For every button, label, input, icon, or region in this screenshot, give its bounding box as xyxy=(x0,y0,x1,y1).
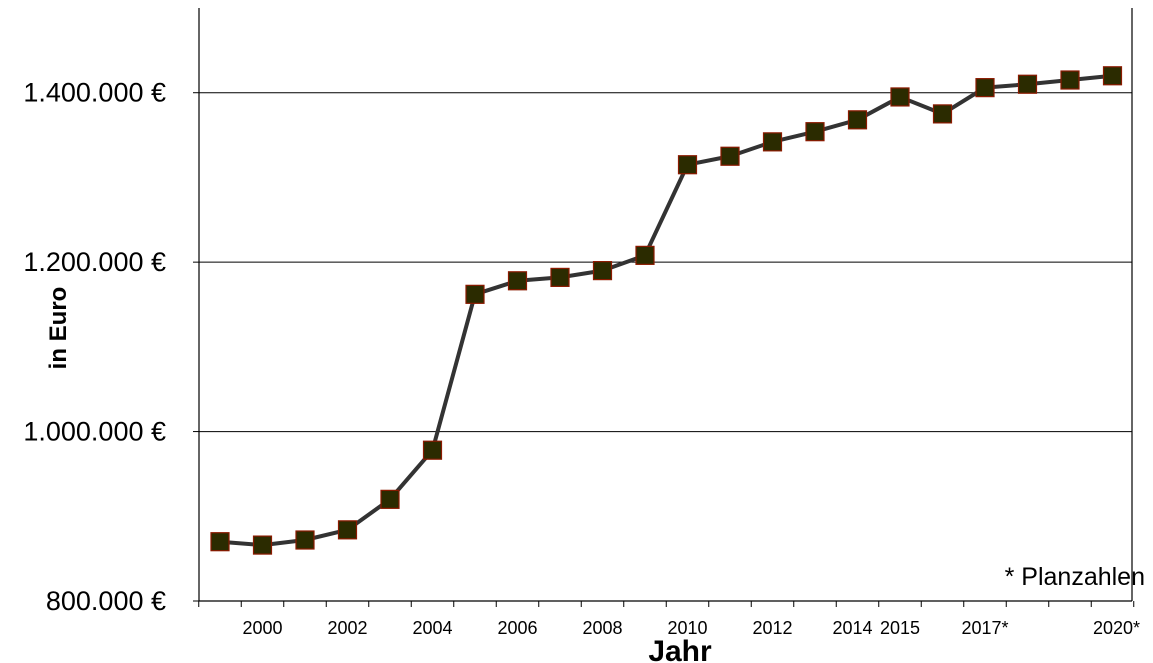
data-point xyxy=(295,530,315,550)
data-point xyxy=(252,535,273,555)
x-tick-label: 2000 xyxy=(242,618,282,638)
x-axis-ticks: 2000 2002 2004 2006 2008 2010 2012 2014 2015 2017… xyxy=(198,601,1140,638)
data-point xyxy=(1102,66,1123,86)
y-tick-label: 800.000 € xyxy=(46,586,166,616)
x-tick-label: 2008 xyxy=(582,618,622,638)
x-tick-label: 2004 xyxy=(412,618,452,638)
data-point xyxy=(422,440,443,460)
series xyxy=(210,66,1123,555)
x-tick-label: 2020* xyxy=(1093,618,1140,638)
series-line xyxy=(219,73,1113,548)
data-point xyxy=(465,284,485,304)
data-point xyxy=(762,132,783,152)
data-point xyxy=(890,87,910,107)
data-point xyxy=(805,122,825,142)
x-tick-label: 2010 xyxy=(667,618,707,638)
data-point xyxy=(1017,74,1038,94)
x-tick-label: 2006 xyxy=(497,618,537,638)
data-point xyxy=(932,104,953,124)
x-axis-title: Jahr xyxy=(648,635,712,663)
x-tick-label: 2012 xyxy=(752,618,792,638)
gridlines xyxy=(199,92,1132,433)
data-point xyxy=(592,261,613,281)
data-point xyxy=(380,489,400,509)
data-point xyxy=(210,532,230,552)
y-axis-title: in Euro xyxy=(45,287,72,370)
x-tick-label: 2017* xyxy=(961,618,1008,638)
data-point xyxy=(677,155,698,175)
data-point xyxy=(507,271,528,291)
x-tick-label: 2002 xyxy=(327,618,367,638)
data-point xyxy=(1060,70,1080,90)
data-point xyxy=(635,245,655,265)
planzahlen-note: * Planzahlen xyxy=(1005,563,1145,591)
data-point xyxy=(337,520,358,540)
data-point xyxy=(550,267,570,287)
y-tick-label: 1.400.000 € xyxy=(23,78,166,108)
plot-frame xyxy=(198,8,1133,602)
y-axis-ticks: 800.000 € 1.000.000 € 1.200.000 € 1.400.000… xyxy=(23,78,199,616)
data-point xyxy=(847,110,868,130)
data-point xyxy=(720,146,740,166)
x-tick-label: 2014 xyxy=(832,618,872,638)
y-tick-label: 1.200.000 € xyxy=(23,247,166,277)
data-point xyxy=(975,78,995,98)
x-tick-label: 2015 xyxy=(880,618,920,638)
y-tick-label: 1.000.000 € xyxy=(23,417,166,447)
